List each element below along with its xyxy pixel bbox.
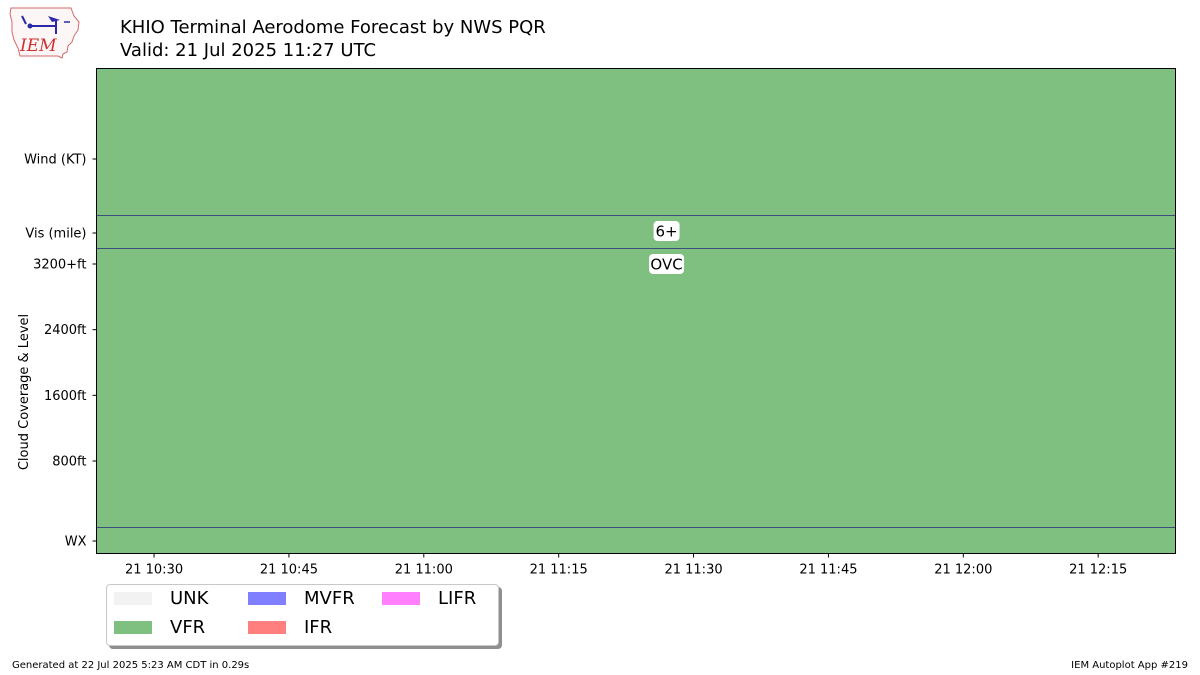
y-wx-label: WX — [65, 535, 87, 550]
x-axis: 21 10:30 21 10:45 21 11:00 21 11:15 21 11:30… — [125, 553, 1127, 578]
legend-label-vfr: VFR — [170, 617, 206, 638]
footer-app-id: IEM Autoplot App #219 — [1071, 660, 1188, 671]
y-cloud-1600-label: 1600ft — [44, 389, 87, 404]
legend-swatch-lifr — [382, 592, 420, 605]
legend: UNK VFR MVFR IFR LIFR — [106, 584, 499, 646]
legend-item-vfr: VFR — [114, 617, 205, 638]
x-tick-211130-label: 21 11:30 — [664, 563, 722, 578]
cloud-label-0-box — [649, 254, 685, 274]
legend-swatch-mvfr — [248, 592, 286, 605]
chart-subtitle: Valid: 21 Jul 2025 11:27 UTC — [120, 40, 377, 61]
y-axis: Wind (KT) Vis (mile) 3200+ft 2400ft 1600ft 80… — [24, 153, 97, 550]
x-tick-211215-label: 21 12:15 — [1069, 563, 1127, 578]
y-cloud-800-label: 800ft — [52, 455, 86, 470]
x-tick-211045-label: 21 10:45 — [260, 563, 318, 578]
legend-label-lifr: LIFR — [438, 588, 477, 609]
plot-area — [96, 68, 1176, 554]
logo-text: IEM — [19, 36, 57, 56]
legend-label-mvfr: MVFR — [304, 588, 355, 609]
x-tick-211100-label: 21 11:00 — [395, 563, 453, 578]
x-tick-211145-label: 21 11:45 — [799, 563, 857, 578]
forecast-layer: 6+ OVC — [649, 221, 685, 274]
x-tick-211200-label: 21 12:00 — [934, 563, 992, 578]
y-cloud-3200-label: 3200+ft — [33, 258, 86, 273]
row-dividers — [96, 215, 1176, 528]
legend-swatch-unk — [114, 592, 152, 605]
chart-title: KHIO Terminal Aerodome Forecast by NWS P… — [120, 17, 546, 38]
legend-item-lifr: LIFR — [382, 588, 476, 609]
cloud-label-0: OVC — [650, 256, 682, 274]
legend-label-unk: UNK — [170, 588, 209, 609]
y-vis-label: Vis (mile) — [25, 227, 86, 242]
y-wind-label: Wind (KT) — [24, 153, 86, 168]
visibility-label-0: 6+ — [656, 223, 678, 241]
legend-swatch-ifr — [248, 621, 286, 634]
footer-generated: Generated at 22 Jul 2025 5:23 AM CDT in … — [12, 660, 250, 671]
x-tick-211030-label: 21 10:30 — [125, 563, 183, 578]
legend-label-ifr: IFR — [304, 617, 333, 638]
legend-item-unk: UNK — [114, 588, 208, 609]
visibility-label-0-box — [653, 221, 680, 241]
iem-logo: IEM — [9, 7, 80, 59]
x-tick-211115-label: 21 11:15 — [530, 563, 588, 578]
legend-item-ifr: IFR — [248, 617, 332, 638]
y-axis-label: Cloud Coverage & Level — [17, 314, 32, 470]
plot-frame — [96, 68, 1176, 554]
category-fill-vfr — [96, 68, 1176, 554]
legend-item-mvfr: MVFR — [248, 588, 355, 609]
y-cloud-2400-label: 2400ft — [44, 323, 87, 338]
legend-swatch-vfr — [114, 621, 152, 634]
